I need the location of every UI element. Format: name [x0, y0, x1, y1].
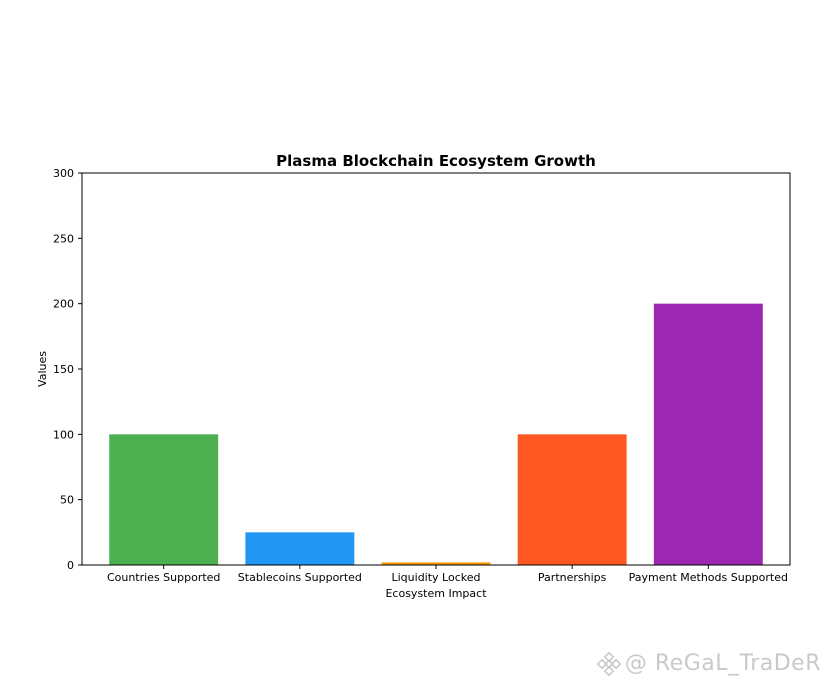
y-tick-label: 50 [60, 494, 74, 507]
x-axis: Countries Supported Stablecoins Supported… [107, 565, 788, 584]
x-tick-label: Countries Supported [107, 571, 220, 584]
watermark: @ ReGaL_TraDeR [596, 651, 821, 676]
x-tick-label: Stablecoins Supported [238, 571, 362, 584]
bar-countries-supported [109, 434, 219, 565]
y-tick-label: 0 [67, 559, 74, 572]
y-tick-label: 250 [53, 232, 74, 245]
x-tick-label: Payment Methods Supported [629, 571, 788, 584]
binance-logo-icon [596, 651, 621, 676]
x-tick-label: Partnerships [538, 571, 607, 584]
chart-title: Plasma Blockchain Ecosystem Growth [276, 152, 596, 170]
bar-payment-methods-supported [653, 303, 763, 565]
y-tick-label: 150 [53, 363, 74, 376]
y-tick-label: 100 [53, 428, 74, 441]
bar-liquidity-locked [381, 562, 491, 565]
watermark-text: @ ReGaL_TraDeR [624, 651, 821, 676]
bar-stablecoins-supported [245, 532, 355, 565]
y-axis-label: Values [36, 351, 49, 387]
bar-partnerships [517, 434, 627, 565]
bars-group [109, 303, 763, 565]
y-axis: 0 50 100 150 200 250 300 [53, 167, 82, 572]
x-axis-label: Ecosystem Impact [385, 587, 487, 600]
y-tick-label: 200 [53, 298, 74, 311]
x-tick-label: Liquidity Locked [392, 571, 481, 584]
y-tick-label: 300 [53, 167, 74, 180]
